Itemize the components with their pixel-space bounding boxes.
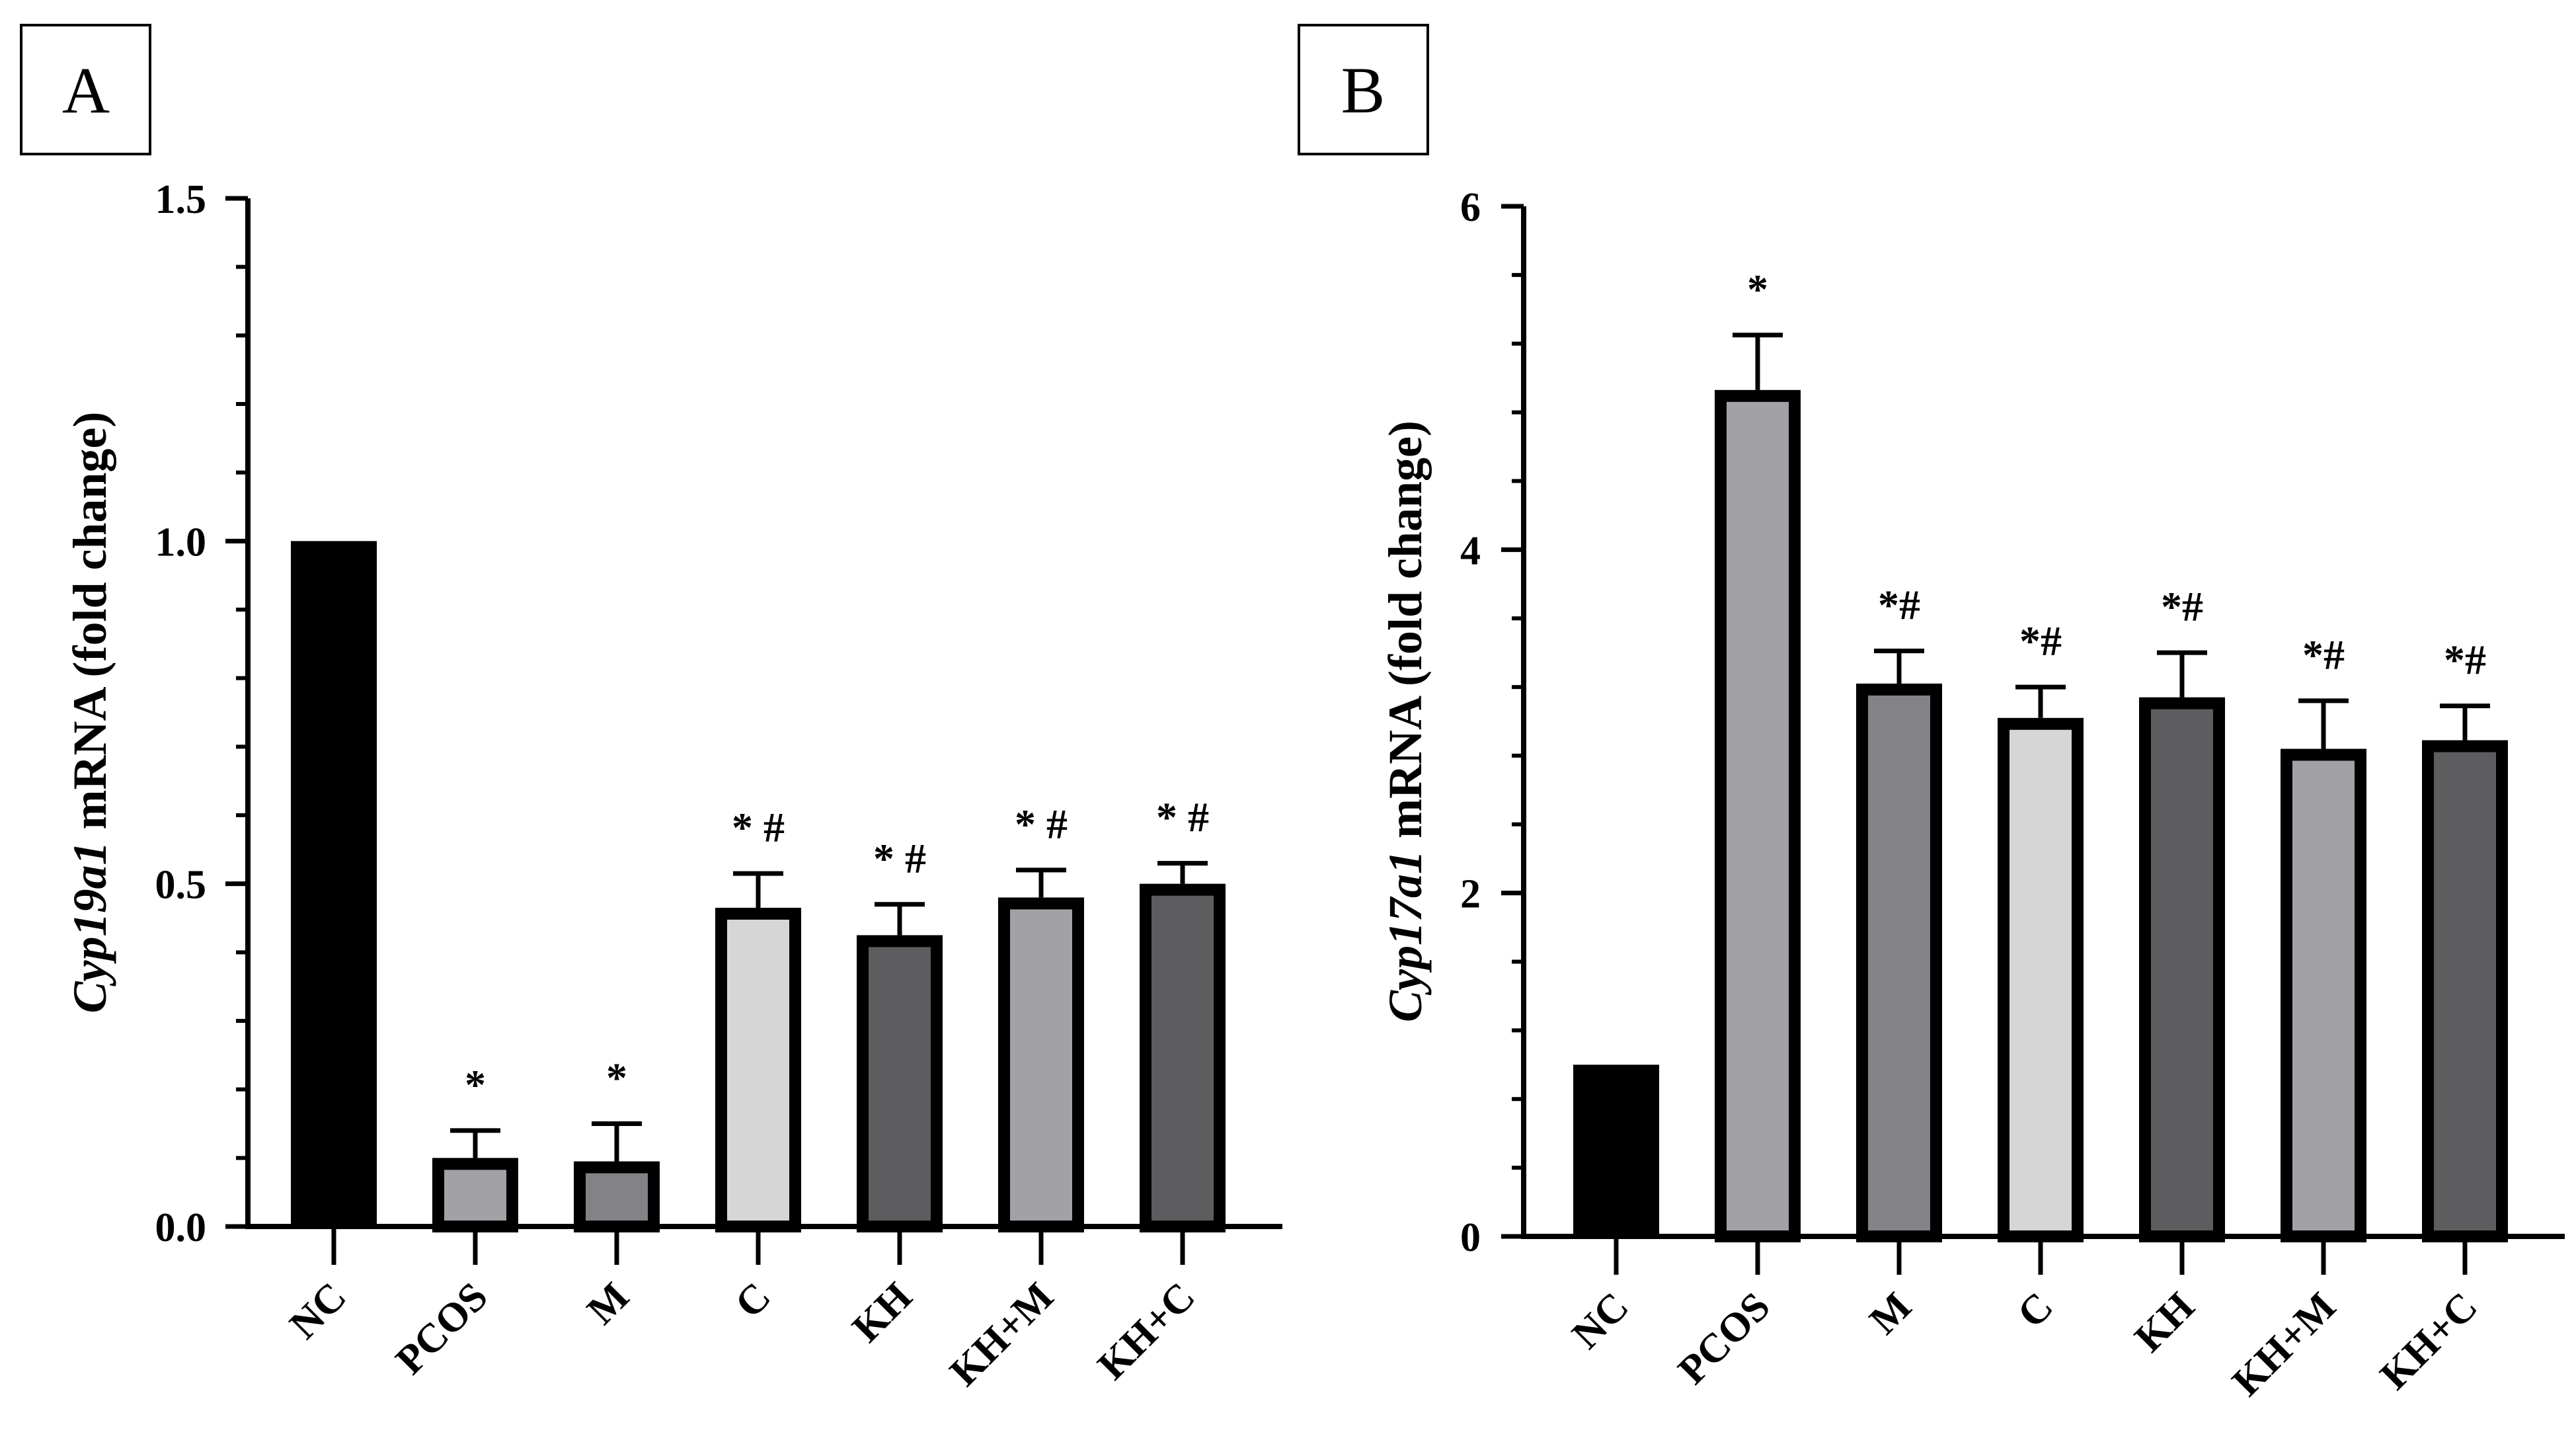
panel-a-bar	[291, 541, 377, 1227]
panel-a-bar	[574, 1161, 660, 1233]
panel-a-x-tick-label: PCOS	[387, 1274, 496, 1383]
panel-a-significance-label: * #	[873, 835, 926, 882]
panel-a-y-tick-label: 0.5	[155, 863, 207, 908]
panel-b-x-tick-label: KH	[2127, 1284, 2203, 1361]
panel-a-bar	[857, 935, 943, 1232]
panel-b-significance-label: *#	[2302, 631, 2345, 678]
panel-a-x-tick-label: KH+M	[941, 1274, 1062, 1395]
panel-b-bar	[1998, 717, 2084, 1242]
panel-b-x-tick-label: KH+C	[2372, 1284, 2486, 1398]
panel-b-x-tick-label: M	[1861, 1284, 1920, 1343]
panel-b-bar	[1573, 1064, 1659, 1236]
panel-a-bar	[715, 907, 801, 1232]
panel-b-significance-label: *	[1747, 266, 1768, 313]
panel-b-significance-label: *#	[2444, 637, 2486, 684]
panel-b: B 0 2 4 6 Cyp17a1 mRNA (fold change) NC * PCOS *…	[1298, 24, 2565, 1404]
panel-b-x-tick-label: NC	[1563, 1284, 1637, 1357]
panel-b-significance-label: *#	[2019, 618, 2062, 664]
chart-b: 0 2 4 6 Cyp17a1 mRNA (fold change) NC * PCOS *# M…	[1379, 185, 2565, 1404]
panel-a: A 0.0 0.5 1.0 1.5 Cyp19a1 mRNA (fold change)…	[20, 24, 1282, 1394]
chart-a: 0.0 0.5 1.0 1.5 Cyp19a1 mRNA (fold change) NC…	[63, 177, 1282, 1394]
panel-a-significance-label: *	[465, 1061, 486, 1108]
panel-a-significance-label: * #	[1156, 794, 1209, 841]
panel-a-bar	[1140, 883, 1226, 1232]
panel-b-bar	[2139, 697, 2225, 1242]
panel-a-significance-label: * #	[1015, 801, 1068, 848]
panel-a-y-axis-label: Cyp19a1 mRNA (fold change)	[63, 412, 116, 1014]
panel-b-letter: B	[1341, 54, 1386, 127]
panel-a-bar	[998, 897, 1084, 1233]
panel-a-y-axis-label-gene: Cyp19a1	[63, 841, 116, 1013]
panel-b-y-tick-label: 4	[1460, 528, 1481, 573]
panel-a-x-tick-label: C	[726, 1274, 779, 1327]
panel-b-significance-label: *#	[1878, 582, 1920, 629]
panel-b-y-tick-label: 2	[1460, 872, 1481, 917]
panel-a-x-tick-label: M	[578, 1274, 637, 1333]
panel-a-y-tick-label: 1.0	[155, 520, 207, 565]
panel-b-significance-label: *#	[2161, 583, 2203, 630]
panel-b-y-tick-label: 0	[1460, 1215, 1481, 1260]
panel-b-letter-box	[1298, 24, 1429, 155]
panel-a-letter-box	[20, 24, 151, 155]
panel-a-y-axis-label-unit: mRNA (fold change)	[63, 412, 116, 842]
panel-b-bar	[1856, 683, 1942, 1242]
panel-a-significance-label: * #	[732, 804, 785, 851]
panel-b-bar	[1715, 389, 1801, 1242]
panel-a-bar	[432, 1158, 518, 1233]
panel-b-y-axis-label-gene: Cyp17a1	[1379, 850, 1432, 1022]
panel-a-x-tick-label: NC	[281, 1274, 354, 1347]
panel-b-bar	[2281, 748, 2366, 1242]
panel-b-y-tick-label: 6	[1460, 185, 1481, 230]
panel-a-significance-label: *	[606, 1055, 627, 1102]
panel-a-y-tick-label: 0.0	[155, 1205, 207, 1250]
panel-a-letter: A	[62, 54, 110, 127]
panel-a-y-tick-label: 1.5	[155, 177, 207, 222]
panel-b-bar	[2422, 740, 2508, 1242]
panel-b-x-tick-label: C	[2009, 1284, 2062, 1337]
panel-b-x-tick-label: PCOS	[1670, 1284, 1779, 1393]
panel-b-y-axis-label-unit: mRNA (fold change)	[1379, 421, 1432, 850]
panel-a-x-tick-label: KH	[844, 1274, 921, 1351]
panel-b-x-tick-label: KH+M	[2224, 1284, 2345, 1405]
panel-b-y-axis-label: Cyp17a1 mRNA (fold change)	[1379, 421, 1432, 1022]
panel-a-x-tick-label: KH+C	[1089, 1274, 1204, 1388]
